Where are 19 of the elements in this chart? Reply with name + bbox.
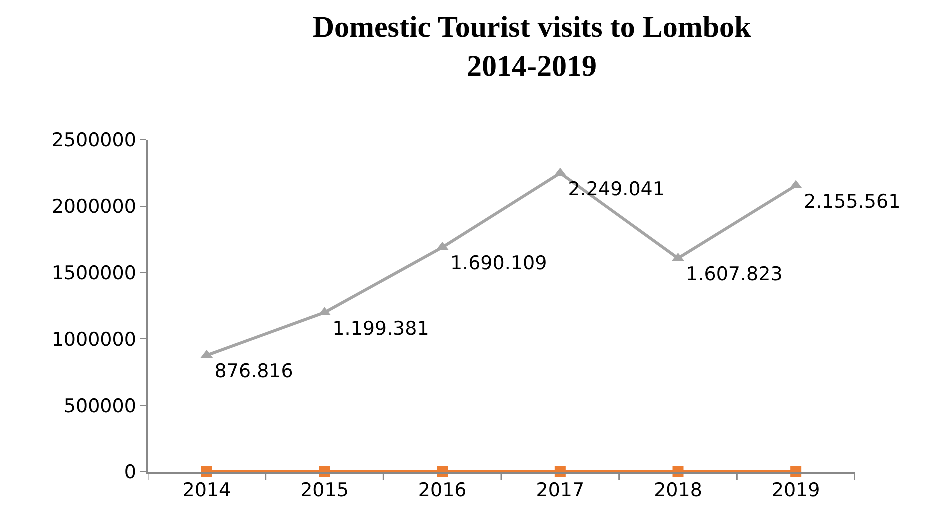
y-tick-label: 1500000 [52,262,136,284]
y-tick-label: 2000000 [52,196,136,218]
y-tick-label: 500000 [64,395,136,418]
data-label: 876.816 [214,360,294,383]
x-tick-label: 2016 [418,480,467,502]
x-tick-label: 2015 [300,480,349,502]
y-tick-label: 1000000 [52,328,136,351]
x-tick-label: 2019 [772,480,820,502]
chart-title: Domestic Tourist visits to Lombok 2014-2019 [312,11,752,84]
data-label: 2.155.561 [804,190,901,213]
x-tick-label: 2017 [536,480,585,502]
data-label: 2.249.041 [568,178,665,200]
data-label: 1.199.381 [332,318,430,340]
data-label: 1.690.109 [450,252,548,275]
y-tick-label: 0 [124,462,136,484]
x-tick-label: 2018 [654,480,702,502]
x-tick-label: 2014 [182,480,232,502]
data-label: 1.607.823 [686,264,783,286]
y-tick-label: 2500000 [52,130,136,152]
